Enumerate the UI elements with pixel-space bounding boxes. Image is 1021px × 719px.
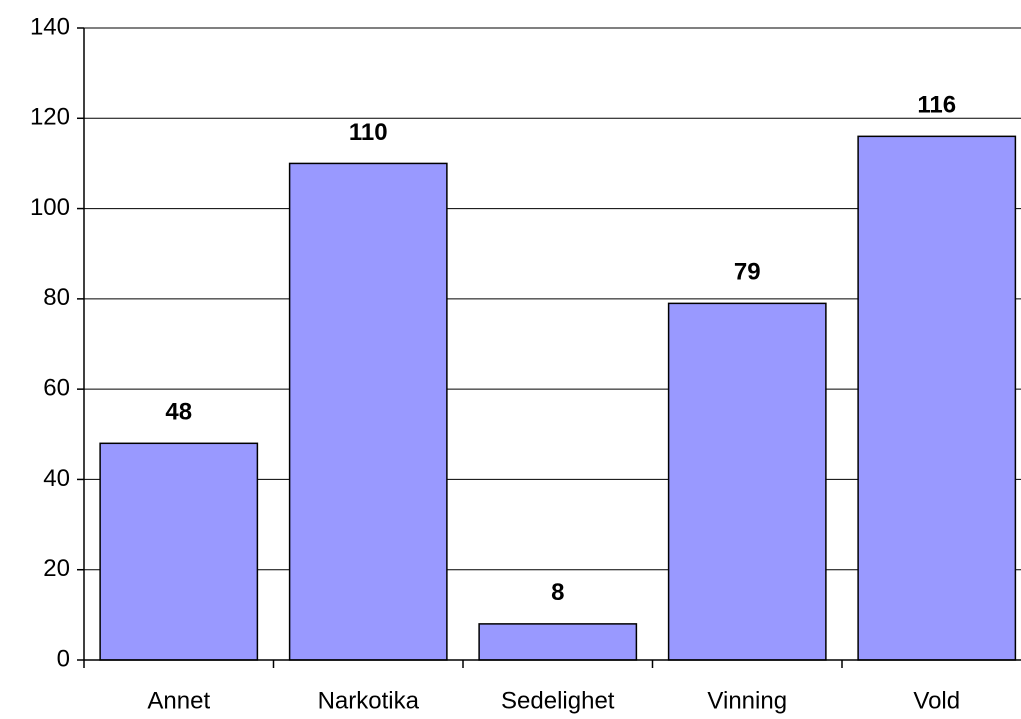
data-label: 79 [734, 259, 761, 286]
bar [478, 623, 638, 661]
bar [288, 162, 448, 661]
y-tick-label: 0 [57, 645, 70, 672]
bar [99, 442, 259, 661]
x-tick-label: Vinning [707, 687, 787, 714]
bar [667, 302, 827, 661]
bar [857, 135, 1017, 661]
y-tick-label: 20 [43, 555, 70, 582]
x-tick-label: Annet [147, 687, 210, 714]
y-tick-label: 80 [43, 284, 70, 311]
y-tick-label: 140 [30, 13, 70, 40]
data-label: 110 [349, 119, 388, 146]
x-tick-label: Sedelighet [501, 687, 615, 714]
x-tick-label: Vold [913, 687, 960, 714]
y-tick-label: 60 [43, 374, 70, 401]
data-label: 116 [917, 92, 956, 119]
x-tick-label: Narkotika [318, 687, 420, 714]
y-tick-label: 120 [30, 104, 70, 131]
y-tick-label: 40 [43, 465, 70, 492]
data-label: 8 [551, 579, 564, 606]
data-label: 48 [165, 399, 192, 426]
y-tick-label: 100 [30, 194, 70, 221]
